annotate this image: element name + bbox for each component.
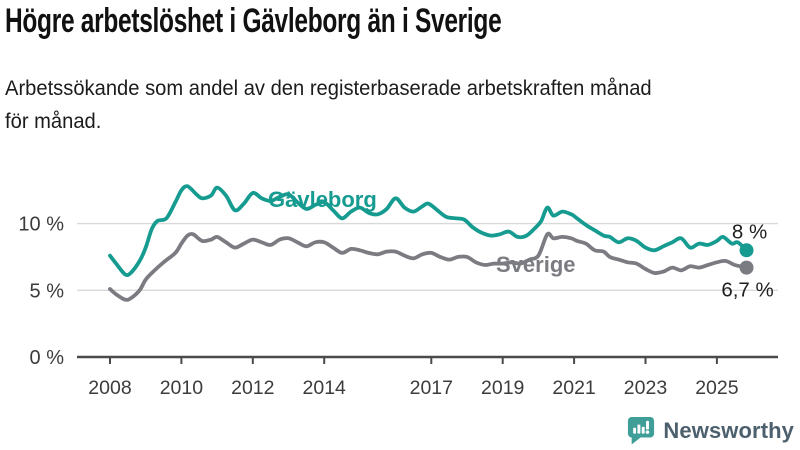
subtitle-line-2: för månad. bbox=[5, 110, 102, 133]
series-line-gvleborg bbox=[108, 184, 749, 277]
newsworthy-logo: Newsworthy bbox=[627, 416, 794, 445]
y-tick-label: 0 % bbox=[30, 347, 65, 369]
page-title: Högre arbetslöshet i Gävleborg än i Sver… bbox=[5, 2, 502, 40]
end-value-label-gvleborg: 8 % bbox=[732, 220, 767, 243]
subtitle-line-1: Arbetssökande som andel av den registerb… bbox=[5, 77, 652, 100]
x-tick-label: 2012 bbox=[231, 377, 274, 399]
x-tick-label: 2023 bbox=[624, 377, 667, 399]
series-label-gvleborg: Gävleborg bbox=[268, 187, 377, 212]
series-end-dot-sverige bbox=[739, 260, 754, 275]
y-tick-label: 5 % bbox=[30, 280, 65, 302]
y-tick-label: 10 % bbox=[18, 214, 64, 236]
series-end-dot-gvleborg bbox=[739, 243, 754, 258]
newsworthy-logo-icon bbox=[628, 416, 655, 445]
x-tick-label: 2008 bbox=[88, 377, 131, 399]
brand-name: Newsworthy bbox=[663, 417, 794, 443]
x-tick-label: 2025 bbox=[695, 377, 739, 399]
x-tick-label: 2019 bbox=[481, 377, 524, 399]
series-label-sverige: Sverige bbox=[496, 252, 576, 277]
page-subtitle: Arbetssökande som andel av den registerb… bbox=[5, 72, 652, 138]
series-line-sverige bbox=[108, 231, 749, 302]
x-tick-label: 2017 bbox=[410, 377, 453, 399]
x-tick-label: 2014 bbox=[303, 377, 347, 399]
x-tick-label: 2010 bbox=[160, 377, 204, 399]
end-value-label-sverige: 6,7 % bbox=[721, 279, 773, 302]
x-tick-label: 2021 bbox=[552, 377, 595, 399]
